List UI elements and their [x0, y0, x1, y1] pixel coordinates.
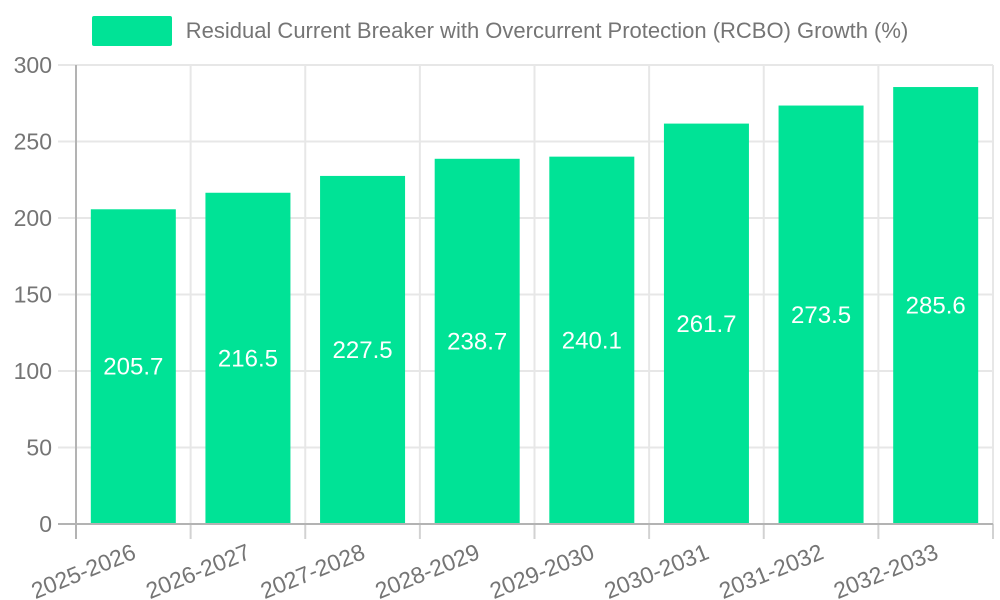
- legend-label: Residual Current Breaker with Overcurren…: [185, 18, 909, 43]
- bar-value-label: 238.7: [447, 328, 507, 355]
- y-axis-tick-label: 200: [14, 205, 52, 231]
- bar-2027-2028[interactable]: [320, 175, 406, 525]
- bar-2032-2033[interactable]: [893, 87, 979, 525]
- x-axis-tick-label: 2028-2029: [371, 539, 483, 600]
- x-axis-tick-label: 2027-2028: [257, 539, 369, 600]
- bar-2025-2026[interactable]: [90, 209, 176, 525]
- x-axis-tick-label: 2029-2030: [486, 539, 598, 600]
- legend-swatch-icon: [91, 16, 172, 46]
- bar-value-label: 205.7: [103, 354, 163, 381]
- chart-legend-item[interactable]: Residual Current Breaker with Overcurren…: [0, 16, 1000, 46]
- bar-value-label: 216.5: [218, 345, 278, 372]
- bar-2030-2031[interactable]: [663, 123, 749, 524]
- bar-2029-2030[interactable]: [549, 156, 635, 524]
- x-axis-tick-label: 2030-2031: [601, 539, 713, 600]
- bar-value-label: 261.7: [676, 311, 736, 338]
- bar-value-label: 273.5: [791, 302, 851, 329]
- x-axis-tick-label: 2025-2026: [27, 539, 139, 600]
- y-axis-tick-label: 100: [14, 358, 52, 384]
- x-axis-tick-label: 2032-2033: [830, 539, 942, 600]
- bar-value-label: 285.6: [906, 293, 966, 320]
- y-axis-tick-label: 150: [14, 282, 52, 308]
- x-axis-tick-label: 2031-2032: [715, 539, 827, 600]
- y-axis-tick-label: 250: [14, 129, 52, 155]
- bar-value-label: 240.1: [562, 327, 622, 354]
- y-axis-tick-label: 50: [26, 435, 52, 461]
- y-axis-tick-label: 300: [14, 52, 52, 78]
- bar-value-label: 227.5: [333, 337, 393, 364]
- x-axis-tick-label: 2026-2027: [142, 539, 254, 600]
- y-axis-tick-label: 0: [39, 511, 52, 537]
- bar-2031-2032[interactable]: [778, 105, 864, 525]
- bar-2026-2027[interactable]: [205, 192, 291, 524]
- bar-2028-2029[interactable]: [434, 158, 520, 524]
